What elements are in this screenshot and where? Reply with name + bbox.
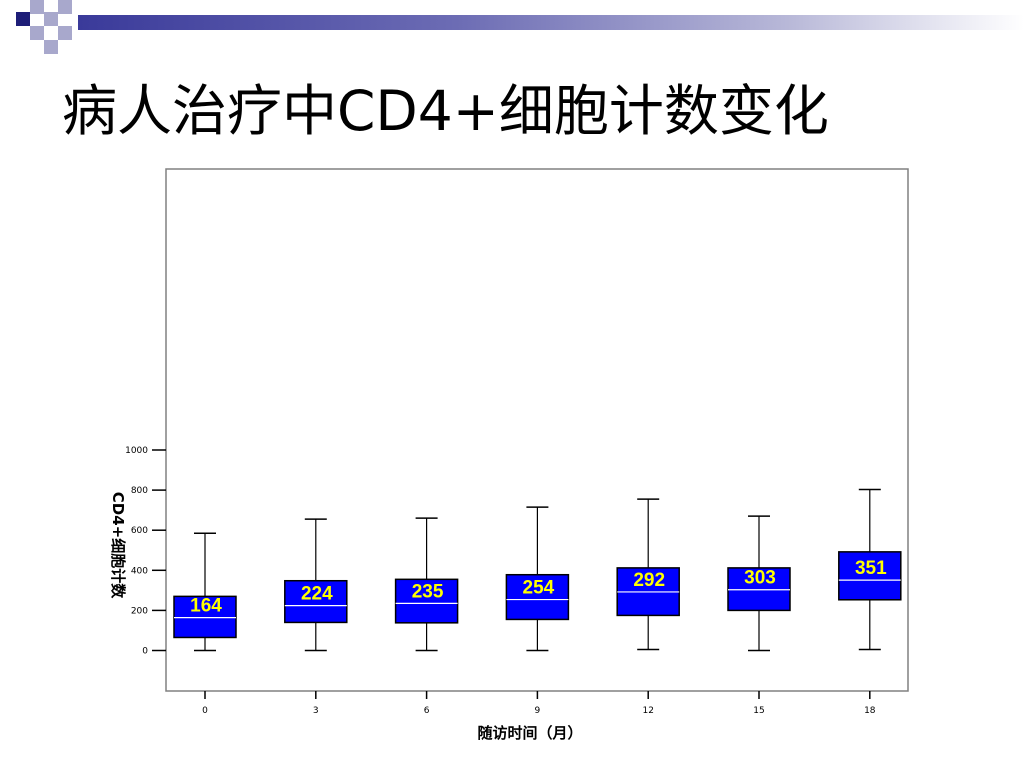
y-tick-label: 200 [131, 606, 148, 616]
deco-square-light [58, 0, 72, 14]
box [838, 551, 902, 601]
box [284, 579, 348, 624]
x-tick-label: 0 [202, 706, 208, 716]
median-label: 303 [744, 568, 776, 589]
x-tick-label: 12 [642, 706, 653, 716]
y-tick-label: 1000 [125, 446, 148, 456]
x-tick-label: 3 [313, 706, 319, 716]
median-label: 254 [523, 578, 555, 599]
deco-gradient-bar [78, 15, 1024, 30]
box [505, 573, 570, 621]
deco-square-light [44, 40, 58, 54]
slide-title: 病人治疗中CD4+细胞计数变化 [62, 79, 829, 143]
box [173, 595, 237, 639]
median-label: 224 [301, 584, 333, 605]
median-label: 164 [190, 596, 222, 617]
x-tick-label: 9 [535, 706, 541, 716]
deco-square-light [30, 0, 44, 14]
box [727, 567, 791, 612]
x-axis-label: 随访时间（月） [477, 724, 582, 742]
median-label: 351 [855, 558, 887, 579]
y-axis-label: CD4+细胞计数 [109, 492, 127, 599]
median-label: 235 [412, 581, 444, 602]
y-tick-label: 600 [131, 526, 148, 536]
y-tick-label: 800 [131, 486, 148, 496]
deco-square-light [30, 26, 44, 40]
deco-square-dark [16, 12, 30, 26]
y-tick-label: 400 [131, 566, 148, 576]
deco-square-light [58, 26, 72, 40]
x-tick-label: 6 [424, 706, 430, 716]
median-label: 292 [633, 570, 665, 591]
x-tick-label: 18 [864, 706, 876, 716]
deco-square-light [44, 12, 58, 26]
box [394, 578, 459, 624]
y-tick-label: 0 [142, 647, 148, 657]
title-decoration [0, 0, 1024, 60]
x-tick-label: 15 [753, 706, 764, 716]
